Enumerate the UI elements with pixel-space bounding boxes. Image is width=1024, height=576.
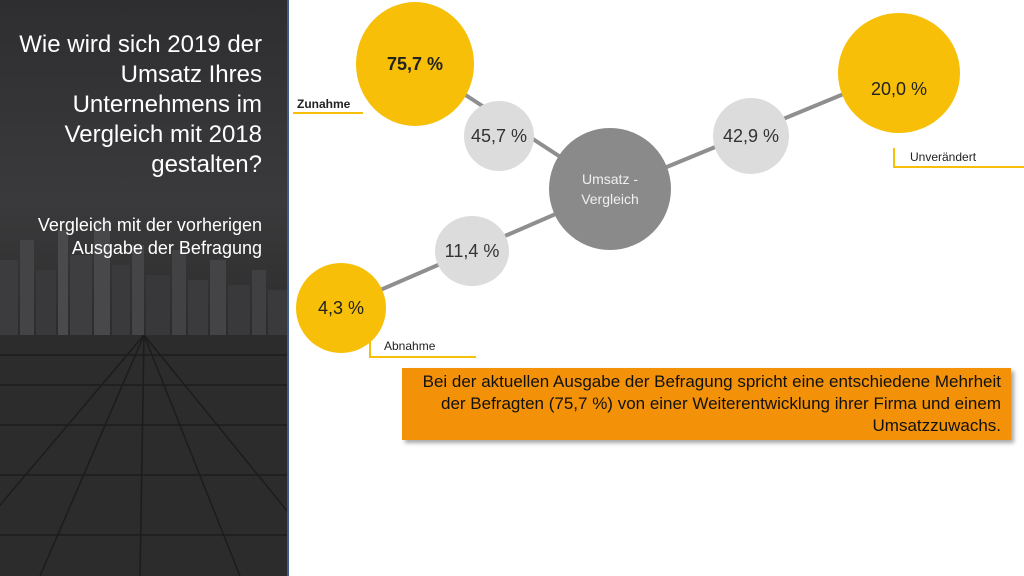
center-label: Umsatz - Vergleich (581, 171, 639, 207)
increase-label: Zunahme (297, 97, 351, 111)
increase-previous-value: 45,7 % (470, 125, 528, 146)
decrease-previous-value: 11,4 % (444, 240, 500, 261)
unchanged-label: Unverändert (910, 150, 977, 164)
panel-divider (287, 0, 289, 576)
decrease-previous-circle: 11,4 % (435, 216, 509, 286)
sidebar-panel: Wie wird sich 2019 der Umsatz Ihres Unte… (0, 0, 288, 576)
increase-current-value: 75,7 % (386, 53, 444, 74)
decrease-label: Abnahme (384, 339, 436, 353)
increase-previous-circle: 45,7 % (464, 101, 534, 171)
unchanged-bracket (893, 148, 895, 166)
decrease-underline (369, 356, 476, 358)
decrease-bracket (369, 338, 371, 356)
unchanged-previous-value: 42,9 % (722, 125, 780, 146)
summary-note: Bei der aktuellen Ausgabe der Befragung … (402, 368, 1011, 440)
center-circle: Umsatz - Vergleich (549, 128, 671, 250)
page-title: Wie wird sich 2019 der Umsatz Ihres Unte… (19, 31, 262, 178)
floor-tiles-image (0, 335, 288, 576)
page-subtitle: Vergleich mit der vorherigen Ausgabe der… (37, 215, 262, 258)
unchanged-underline (893, 166, 1024, 168)
decrease-current-circle: 4,3 % (296, 263, 386, 353)
unchanged-previous-circle: 42,9 % (713, 98, 789, 174)
unchanged-current-circle: 20,0 % (838, 13, 960, 133)
increase-current-circle: 75,7 % (356, 2, 474, 126)
summary-note-text: Bei der aktuellen Ausgabe der Befragung … (422, 372, 1001, 435)
decrease-current-value: 4,3 % (317, 297, 365, 318)
increase-underline (293, 112, 363, 114)
city-skyline-image (0, 220, 288, 350)
unchanged-current-value: 20,0 % (870, 78, 928, 99)
